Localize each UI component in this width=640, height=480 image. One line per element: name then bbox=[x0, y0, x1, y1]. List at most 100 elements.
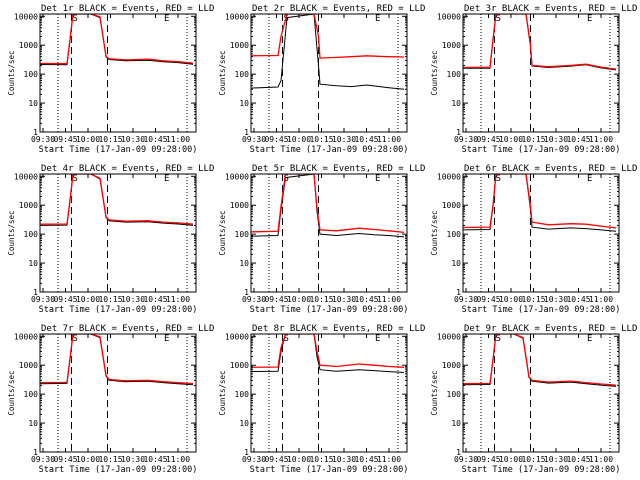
y-tick-label: 1000 bbox=[442, 361, 461, 370]
plot-frame bbox=[462, 13, 620, 133]
y-axis-label: Counts/sec bbox=[218, 50, 227, 95]
marker-label: S bbox=[496, 334, 501, 344]
series-line bbox=[40, 334, 194, 385]
series-line bbox=[40, 174, 194, 225]
y-tick-label: 10000 bbox=[437, 172, 461, 181]
x-tick-label: 10:15 bbox=[521, 135, 545, 144]
x-tick-label: 10:45 bbox=[143, 295, 167, 304]
y-tick-label: 100 bbox=[447, 70, 462, 79]
x-tick-label: 09:45 bbox=[476, 455, 500, 464]
panel-title: Det 7r BLACK = Events, RED = LLD bbox=[41, 324, 214, 334]
panel-title: Det 2r BLACK = Events, RED = LLD bbox=[252, 4, 425, 14]
x-tick-label: 09:30 bbox=[242, 135, 266, 144]
series-line bbox=[251, 334, 405, 368]
x-tick-label: 10:45 bbox=[143, 455, 167, 464]
x-tick-label: 10:00 bbox=[76, 135, 100, 144]
y-tick-label: 10000 bbox=[225, 332, 249, 341]
y-tick-label: 10 bbox=[28, 259, 38, 268]
x-tick-label: 11:00 bbox=[377, 295, 401, 304]
x-tick-label: 10:45 bbox=[354, 455, 378, 464]
x-tick-label: 09:30 bbox=[454, 135, 478, 144]
y-tick-label: 1000 bbox=[230, 201, 249, 210]
marker-label: E bbox=[164, 14, 169, 24]
x-tick-label: 09:45 bbox=[264, 295, 288, 304]
x-tick-label: 10:00 bbox=[76, 455, 100, 464]
y-tick-label: 100 bbox=[447, 230, 462, 239]
series-line bbox=[463, 14, 617, 70]
y-tick-label: 10 bbox=[28, 99, 38, 108]
y-axis-label: Counts/sec bbox=[7, 210, 16, 255]
x-tick-label: 10:30 bbox=[544, 455, 568, 464]
x-tick-label: 09:30 bbox=[454, 455, 478, 464]
series-line bbox=[463, 14, 617, 71]
x-axis-label: Start Time (17-Jan-09 09:28:00) bbox=[250, 305, 409, 315]
plot-frame bbox=[250, 173, 408, 293]
y-tick-label: 100 bbox=[24, 230, 39, 239]
x-tick-label: 10:00 bbox=[287, 455, 311, 464]
series-line bbox=[40, 14, 194, 66]
series-line bbox=[463, 334, 617, 387]
x-tick-label: 10:30 bbox=[332, 455, 356, 464]
panel-title: Det 5r BLACK = Events, RED = LLD bbox=[252, 164, 425, 174]
y-axis-label: Counts/sec bbox=[7, 370, 16, 415]
series-line bbox=[463, 174, 617, 229]
x-tick-label: 10:15 bbox=[521, 295, 545, 304]
y-tick-label: 100 bbox=[24, 70, 39, 79]
x-tick-label: 09:30 bbox=[242, 455, 266, 464]
x-axis-label: Start Time (17-Jan-09 09:28:00) bbox=[39, 305, 198, 315]
series-line bbox=[251, 174, 405, 234]
marker-label: S bbox=[496, 14, 501, 24]
y-axis-label: Counts/sec bbox=[430, 50, 439, 95]
plot-frame bbox=[250, 13, 408, 133]
y-tick-label: 1000 bbox=[19, 201, 38, 210]
x-axis-label: Start Time (17-Jan-09 09:28:00) bbox=[250, 465, 409, 475]
panel-title: Det 3r BLACK = Events, RED = LLD bbox=[464, 4, 637, 14]
y-tick-label: 1 bbox=[33, 288, 38, 297]
marker-label: E bbox=[587, 174, 592, 184]
y-tick-label: 100 bbox=[235, 390, 250, 399]
x-tick-label: 10:45 bbox=[566, 295, 590, 304]
x-tick-label: 10:30 bbox=[544, 135, 568, 144]
x-tick-label: 10:00 bbox=[499, 295, 523, 304]
y-tick-label: 1 bbox=[456, 288, 461, 297]
x-tick-label: 09:45 bbox=[53, 295, 77, 304]
y-tick-label: 10 bbox=[239, 419, 249, 428]
plot-frame bbox=[39, 333, 197, 453]
series-line bbox=[251, 14, 405, 90]
panel-title: Det 9r BLACK = Events, RED = LLD bbox=[464, 324, 637, 334]
marker-label: E bbox=[587, 14, 592, 24]
y-tick-label: 1000 bbox=[19, 361, 38, 370]
y-tick-label: 1000 bbox=[230, 361, 249, 370]
marker-label: E bbox=[375, 334, 380, 344]
y-tick-label: 1 bbox=[244, 448, 249, 457]
x-tick-label: 09:45 bbox=[476, 135, 500, 144]
plot-frame bbox=[250, 333, 408, 453]
x-axis-label: Start Time (17-Jan-09 09:28:00) bbox=[39, 465, 198, 475]
y-tick-label: 10000 bbox=[14, 172, 38, 181]
x-axis-label: Start Time (17-Jan-09 09:28:00) bbox=[462, 305, 621, 315]
x-tick-label: 10:45 bbox=[566, 455, 590, 464]
x-tick-label: 09:45 bbox=[264, 135, 288, 144]
series-line bbox=[251, 14, 405, 59]
y-tick-label: 1000 bbox=[442, 201, 461, 210]
x-tick-label: 10:15 bbox=[98, 135, 122, 144]
panel-title: Det 8r BLACK = Events, RED = LLD bbox=[252, 324, 425, 334]
marker-label: S bbox=[73, 334, 78, 344]
panel-title: Det 4r BLACK = Events, RED = LLD bbox=[41, 164, 214, 174]
x-tick-label: 09:30 bbox=[242, 295, 266, 304]
y-tick-label: 1 bbox=[244, 128, 249, 137]
y-tick-label: 10000 bbox=[14, 332, 38, 341]
y-axis-label: Counts/sec bbox=[218, 210, 227, 255]
marker-label: E bbox=[375, 174, 380, 184]
x-tick-label: 11:00 bbox=[166, 295, 190, 304]
y-tick-label: 10 bbox=[451, 259, 461, 268]
y-tick-label: 10 bbox=[451, 99, 461, 108]
y-tick-label: 1 bbox=[456, 448, 461, 457]
panel-title: Det 1r BLACK = Events, RED = LLD bbox=[41, 4, 214, 14]
y-tick-label: 10 bbox=[239, 99, 249, 108]
